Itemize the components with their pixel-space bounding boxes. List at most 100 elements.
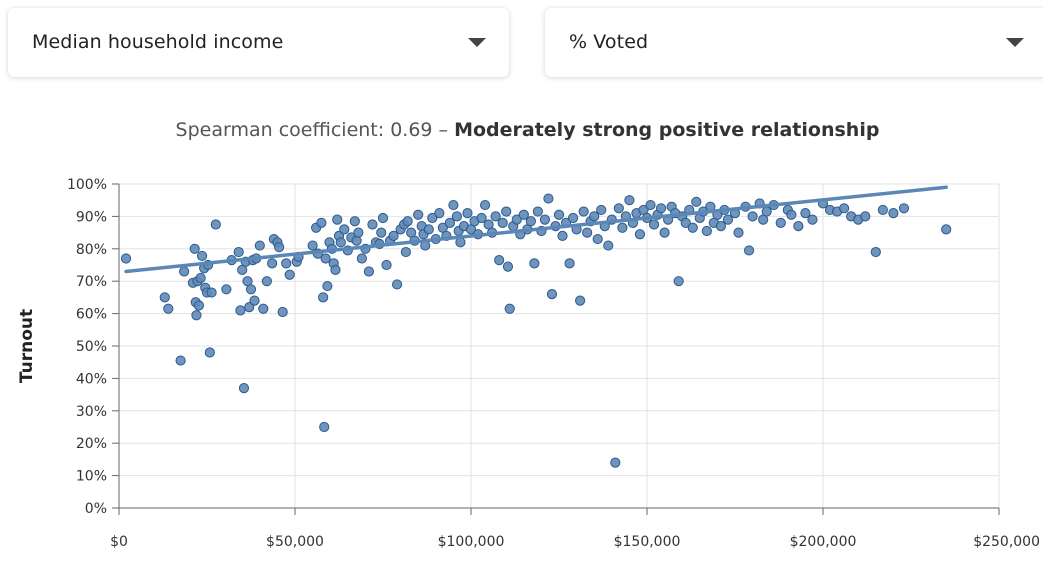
data-point bbox=[322, 280, 333, 292]
data-point bbox=[807, 214, 818, 225]
data-point bbox=[800, 208, 811, 219]
data-point bbox=[423, 224, 434, 235]
y-tick-label: 80% bbox=[76, 242, 107, 258]
data-point bbox=[249, 295, 260, 306]
data-point bbox=[529, 258, 540, 269]
data-point bbox=[233, 246, 244, 258]
spearman-coefficient-text: Spearman coefficient: 0.69 – bbox=[175, 119, 455, 141]
data-point bbox=[877, 204, 888, 216]
data-point bbox=[532, 206, 543, 217]
data-point bbox=[320, 253, 331, 264]
data-point bbox=[391, 279, 403, 290]
data-point bbox=[281, 258, 292, 269]
data-point bbox=[490, 211, 501, 222]
data-point bbox=[356, 253, 367, 264]
data-point bbox=[476, 212, 487, 224]
data-point bbox=[319, 421, 330, 433]
data-point bbox=[179, 266, 190, 277]
data-point bbox=[775, 217, 786, 228]
data-point bbox=[543, 193, 554, 204]
data-point bbox=[645, 199, 656, 211]
data-point bbox=[701, 225, 712, 237]
data-point bbox=[258, 303, 269, 314]
data-point bbox=[839, 203, 850, 214]
data-point bbox=[381, 259, 392, 271]
data-point bbox=[335, 237, 346, 248]
data-point bbox=[617, 222, 628, 233]
data-point bbox=[245, 284, 257, 295]
data-point bbox=[274, 242, 285, 253]
data-point bbox=[307, 240, 318, 251]
trend-line bbox=[124, 185, 948, 274]
data-point bbox=[349, 216, 360, 227]
x-tick-label: $50,000 bbox=[266, 534, 324, 550]
data-point bbox=[451, 211, 463, 222]
y-tick-label: 40% bbox=[76, 371, 107, 387]
data-point bbox=[206, 287, 217, 298]
data-point bbox=[221, 284, 232, 295]
data-point bbox=[339, 224, 350, 235]
data-point bbox=[634, 229, 646, 240]
data-point bbox=[175, 355, 186, 366]
data-point bbox=[284, 269, 295, 280]
data-point bbox=[691, 196, 702, 207]
y-tick-label: 50% bbox=[76, 339, 107, 355]
data-point bbox=[261, 276, 272, 287]
y-axis-variable-value: % Voted bbox=[569, 31, 649, 53]
data-point bbox=[494, 255, 505, 266]
data-point bbox=[367, 219, 378, 230]
data-point bbox=[941, 224, 952, 235]
y-axis-title: Turnout bbox=[17, 309, 37, 383]
data-point bbox=[511, 214, 522, 225]
data-point bbox=[318, 292, 329, 303]
data-point bbox=[254, 240, 265, 251]
data-point bbox=[592, 233, 603, 245]
data-point bbox=[793, 221, 804, 232]
data-point bbox=[502, 261, 514, 272]
data-point bbox=[722, 214, 734, 225]
data-point bbox=[680, 217, 691, 228]
data-point bbox=[539, 214, 551, 225]
data-point bbox=[277, 306, 288, 318]
data-point bbox=[743, 245, 755, 256]
y-tick-label: 0% bbox=[85, 501, 107, 517]
data-point bbox=[589, 211, 600, 222]
data-point bbox=[497, 217, 508, 228]
data-point bbox=[603, 240, 614, 251]
data-point bbox=[316, 217, 327, 228]
x-axis-variable-select[interactable]: Median household income bbox=[8, 8, 509, 77]
data-point bbox=[479, 199, 491, 211]
data-point bbox=[578, 206, 589, 217]
data-point bbox=[564, 258, 575, 269]
y-tick-label: 90% bbox=[76, 209, 107, 225]
relationship-strength-text: Moderately strong positive relationship bbox=[454, 119, 880, 141]
caret-down-icon bbox=[468, 38, 486, 47]
data-point bbox=[332, 214, 343, 225]
data-point bbox=[413, 209, 424, 220]
data-point bbox=[596, 204, 607, 216]
data-point bbox=[687, 222, 698, 233]
data-point bbox=[888, 208, 899, 219]
data-point bbox=[235, 305, 246, 316]
data-point bbox=[525, 216, 536, 227]
data-point bbox=[567, 212, 579, 224]
data-point bbox=[353, 227, 364, 238]
data-point bbox=[610, 457, 621, 468]
data-point bbox=[553, 209, 565, 220]
data-point bbox=[267, 258, 278, 269]
x-tick-label: $200,000 bbox=[790, 534, 857, 550]
data-point bbox=[655, 203, 667, 214]
data-point bbox=[163, 303, 174, 314]
data-point bbox=[330, 264, 341, 275]
x-tick-label: $150,000 bbox=[614, 534, 681, 550]
y-tick-label: 100% bbox=[67, 177, 107, 193]
y-tick-label: 60% bbox=[76, 307, 107, 323]
data-point bbox=[504, 303, 515, 314]
data-point bbox=[400, 246, 411, 258]
data-point bbox=[546, 289, 558, 300]
data-point bbox=[195, 272, 206, 284]
data-point bbox=[747, 211, 758, 222]
data-point bbox=[434, 208, 445, 219]
y-axis-variable-select[interactable]: % Voted bbox=[545, 8, 1043, 77]
